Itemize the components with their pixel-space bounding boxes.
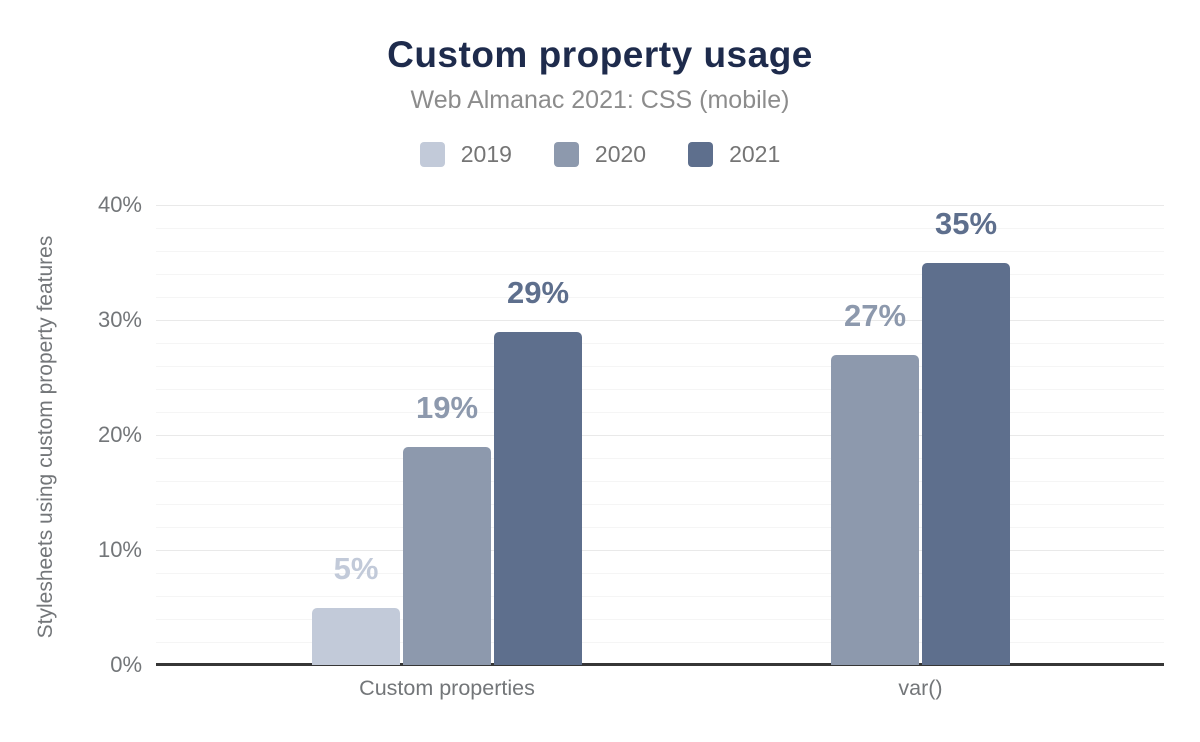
y-tick-label: 10% [97, 537, 142, 562]
chart-subtitle: Web Almanac 2021: CSS (mobile) [410, 86, 790, 114]
gridline-major [156, 549, 1164, 551]
x-category-label: Custom properties [359, 676, 535, 700]
gridline-minor [156, 411, 1164, 413]
gridline-minor [156, 595, 1164, 597]
plot-area [156, 204, 1164, 665]
legend-item-2021[interactable]: 2021 [688, 141, 780, 168]
legend-label: 2021 [729, 141, 781, 167]
bar-2020-var-[interactable] [831, 354, 919, 665]
bar-value-label: 35% [934, 205, 998, 241]
bar-2021-custom-properties[interactable] [494, 331, 582, 665]
y-axis-title: Stylesheets using custom property featur… [34, 235, 57, 639]
y-tick-label: 30% [97, 307, 142, 332]
gridline-major [156, 434, 1164, 436]
gridline-minor [156, 526, 1164, 528]
legend-label: 2020 [594, 141, 647, 167]
gridline-minor [156, 365, 1164, 367]
gridline-minor [156, 296, 1164, 298]
legend: 2019 2020 2021 [0, 141, 1200, 168]
legend-swatch-icon [553, 142, 579, 167]
gridline-minor [156, 342, 1164, 344]
x-axis-line [156, 663, 1164, 666]
gridline-minor [156, 503, 1164, 505]
y-tick-label: 20% [97, 422, 142, 447]
x-category-label: var() [898, 676, 943, 700]
bar-2021-var-[interactable] [922, 262, 1010, 665]
gridline-major [156, 204, 1164, 206]
legend-item-2019[interactable]: 2019 [419, 141, 512, 168]
gridline-minor [156, 227, 1164, 229]
y-tick-label: 40% [97, 192, 142, 217]
legend-item-2020[interactable]: 2020 [553, 141, 647, 168]
gridline-minor [156, 250, 1164, 252]
gridline-minor [156, 388, 1164, 390]
bar-value-label: 29% [506, 274, 570, 310]
bar-2020-custom-properties[interactable] [403, 446, 491, 665]
gridline-minor [156, 480, 1164, 482]
gridline-minor [156, 457, 1164, 459]
gridline-minor [156, 618, 1164, 620]
legend-label: 2019 [460, 141, 512, 167]
bar-value-label: 27% [843, 297, 907, 333]
gridline-minor [156, 273, 1164, 275]
gridline-minor [156, 572, 1164, 574]
legend-swatch-icon [688, 142, 714, 167]
bar-value-label: 19% [415, 389, 479, 425]
bar-2019-custom-properties[interactable] [312, 607, 400, 665]
gridline-major [156, 319, 1164, 321]
bar-value-label: 5% [333, 550, 379, 586]
gridline-minor [156, 641, 1164, 643]
legend-swatch-icon [419, 142, 445, 167]
chart-title: Custom property usage [387, 34, 813, 75]
y-tick-label: 0% [110, 652, 142, 677]
